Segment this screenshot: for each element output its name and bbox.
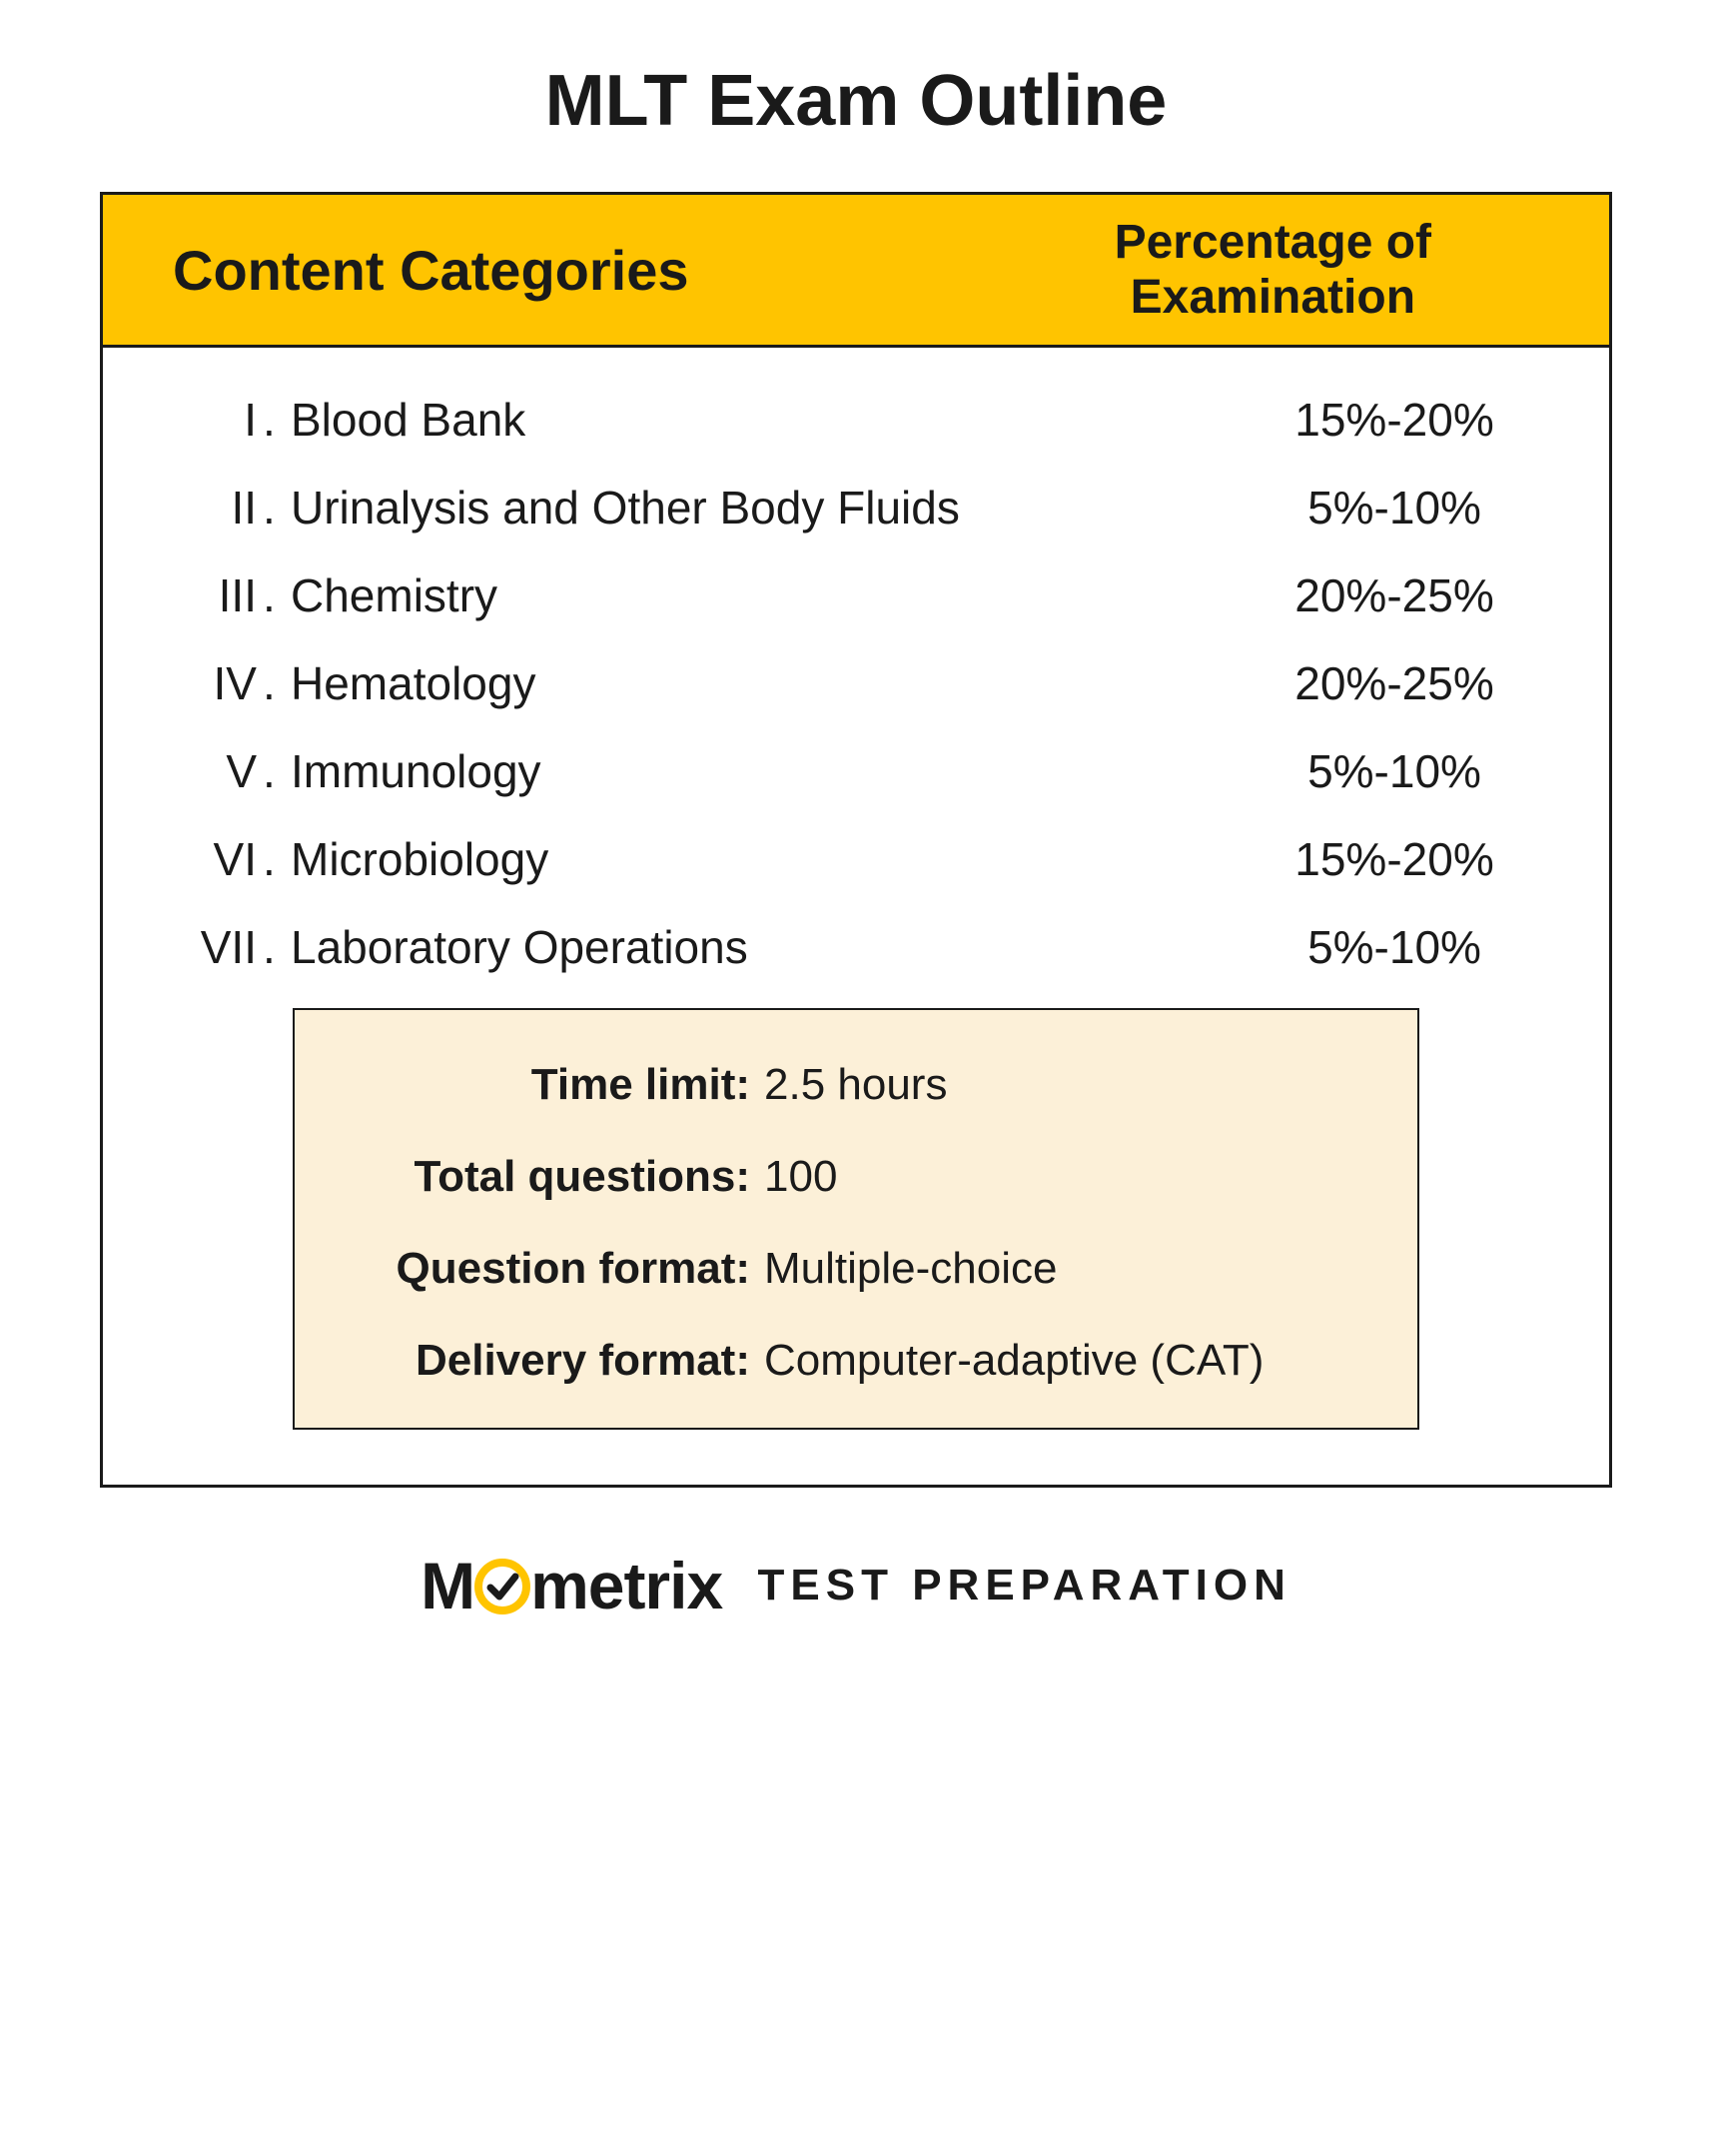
row-numeral: VII xyxy=(153,920,263,974)
row-dot: . xyxy=(263,744,283,798)
brand-name: M metrix xyxy=(421,1549,739,1622)
row-label: Microbiology xyxy=(283,832,1230,886)
info-value: 2.5 hours xyxy=(764,1060,1377,1110)
brand-tagline: TEST PREPARATION xyxy=(758,1561,1291,1610)
header-content-categories: Content Categories xyxy=(103,195,977,345)
table-row: VI.Microbiology15%-20% xyxy=(153,832,1559,886)
info-value: Multiple-choice xyxy=(764,1244,1377,1294)
brand-footer: M metrix TEST PREPARATION xyxy=(100,1548,1612,1623)
info-label: Total questions: xyxy=(335,1152,764,1202)
table-row: I.Blood Bank15%-20% xyxy=(153,393,1559,447)
row-dot: . xyxy=(263,832,283,886)
brand-rest: metrix xyxy=(530,1549,722,1622)
row-dot: . xyxy=(263,568,283,622)
row-label: Blood Bank xyxy=(283,393,1230,447)
info-row: Total questions:100 xyxy=(335,1152,1377,1202)
info-value: Computer-adaptive (CAT) xyxy=(764,1336,1377,1386)
row-percent: 5%-10% xyxy=(1230,920,1559,974)
row-numeral: II xyxy=(153,481,263,535)
page-title: MLT Exam Outline xyxy=(100,60,1612,142)
row-label: Laboratory Operations xyxy=(283,920,1230,974)
row-label: Immunology xyxy=(283,744,1230,798)
row-label: Chemistry xyxy=(283,568,1230,622)
table-body: I.Blood Bank15%-20%II.Urinalysis and Oth… xyxy=(103,348,1609,1485)
exam-info-box: Time limit:2.5 hoursTotal questions:100Q… xyxy=(293,1008,1419,1430)
row-dot: . xyxy=(263,393,283,447)
info-label: Time limit: xyxy=(335,1060,764,1110)
info-label: Delivery format: xyxy=(335,1336,764,1386)
row-dot: . xyxy=(263,481,283,535)
row-label: Urinalysis and Other Body Fluids xyxy=(283,481,1230,535)
row-numeral: IV xyxy=(153,656,263,710)
header-percentage: Percentage of Examination xyxy=(977,195,1609,345)
info-label: Question format: xyxy=(335,1244,764,1294)
table-row: VII.Laboratory Operations5%-10% xyxy=(153,920,1559,974)
row-percent: 15%-20% xyxy=(1230,832,1559,886)
row-dot: . xyxy=(263,656,283,710)
table-row: III.Chemistry20%-25% xyxy=(153,568,1559,622)
info-row: Question format:Multiple-choice xyxy=(335,1244,1377,1294)
row-percent: 15%-20% xyxy=(1230,393,1559,447)
row-numeral: I xyxy=(153,393,263,447)
row-percent: 5%-10% xyxy=(1230,481,1559,535)
info-row: Time limit:2.5 hours xyxy=(335,1060,1377,1110)
row-percent: 20%-25% xyxy=(1230,656,1559,710)
outline-container: Content Categories Percentage of Examina… xyxy=(100,192,1612,1488)
row-label: Hematology xyxy=(283,656,1230,710)
table-row: II.Urinalysis and Other Body Fluids5%-10… xyxy=(153,481,1559,535)
table-header: Content Categories Percentage of Examina… xyxy=(103,195,1609,348)
row-dot: . xyxy=(263,920,283,974)
row-percent: 5%-10% xyxy=(1230,744,1559,798)
table-row: IV.Hematology20%-25% xyxy=(153,656,1559,710)
brand-prefix: M xyxy=(421,1549,474,1622)
info-value: 100 xyxy=(764,1152,1377,1202)
row-percent: 20%-25% xyxy=(1230,568,1559,622)
row-numeral: VI xyxy=(153,832,263,886)
table-row: V.Immunology5%-10% xyxy=(153,744,1559,798)
checkmark-circle-icon xyxy=(474,1559,530,1615)
row-numeral: III xyxy=(153,568,263,622)
info-row: Delivery format:Computer-adaptive (CAT) xyxy=(335,1336,1377,1386)
row-numeral: V xyxy=(153,744,263,798)
